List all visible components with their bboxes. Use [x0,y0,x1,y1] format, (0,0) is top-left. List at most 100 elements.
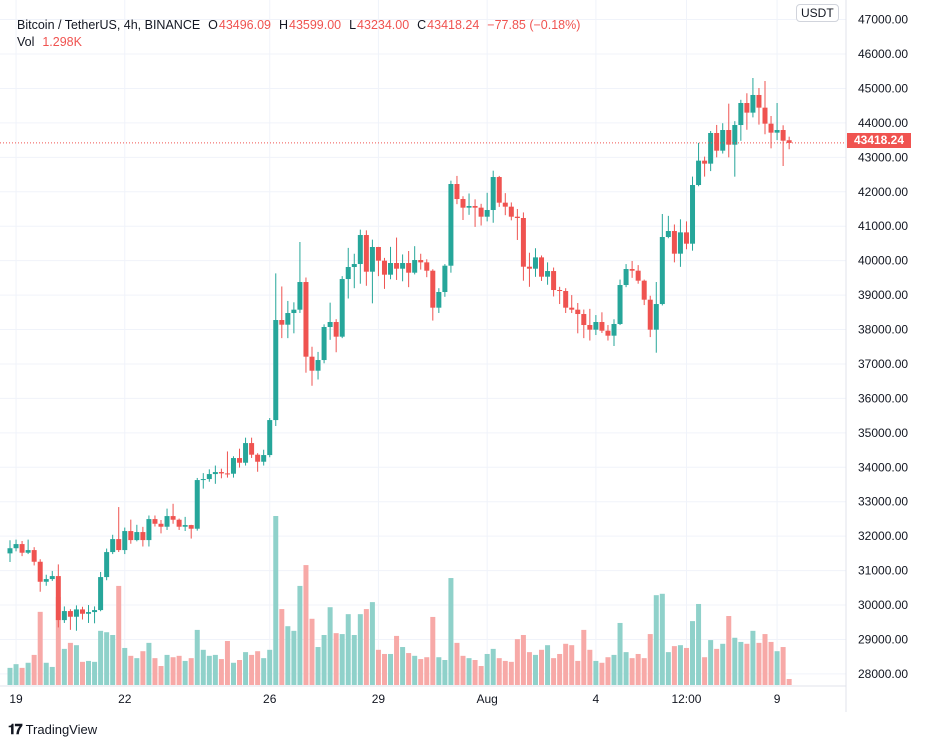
open-value: 43496.09 [218,18,272,32]
volume-bar [617,622,623,685]
volume-bar [152,658,158,685]
candle-body [526,266,532,269]
y-tick-label: 31000.00 [858,564,908,578]
candle-body [285,313,291,325]
volume-bar [303,565,309,685]
candle-body [786,140,792,143]
volume-bar [357,614,363,685]
y-tick-label: 47000.00 [858,13,908,27]
candle-body [297,282,303,310]
candle-body [315,360,321,371]
candle-body [412,260,418,273]
volume-bar [629,658,635,685]
candle-body [472,206,478,208]
volume-bar [291,630,297,685]
candle-body [110,539,116,553]
candle-body [279,320,285,325]
time-axis[interactable]: 19 22 26 29 Aug 4 12:00 9 [9,692,780,706]
y-tick-label: 42000.00 [858,185,908,199]
volume-bar [418,659,424,685]
candle-body [744,103,750,113]
candle-body [551,271,557,291]
volume-bar [381,653,387,685]
candle-body [466,206,472,208]
x-tick-label: 12:00 [671,692,701,706]
volume-bar [647,634,653,685]
y-tick-label: 34000.00 [858,460,908,474]
candles [7,78,792,631]
candle-body [659,237,665,305]
volume-bar [369,602,375,685]
candle-body [424,262,430,271]
volume-bar [25,662,31,685]
volume-bar [243,652,249,685]
price-axis[interactable]: 47000.00 46000.00 45000.00 44000.00 43000.00… [858,13,908,681]
volume-bar [279,609,285,685]
volume-bar [116,585,122,685]
candle-body [714,133,720,151]
candle-body [502,202,508,207]
candle-body [158,523,164,527]
volume-bar [110,634,116,685]
candle-body [671,231,677,254]
volume-bar [122,647,128,685]
volume-bar [200,649,206,685]
tradingview-logo[interactable]: 𝟏𝟕 TradingView [8,721,97,738]
volume-bar [351,634,357,685]
candle-body [218,472,224,474]
candle-body [708,133,714,164]
candle-body [394,263,400,269]
volume-bar [31,654,37,685]
candle-body [357,235,363,265]
candle-body [345,267,351,280]
volume-bar [768,641,774,685]
volume-bar [267,649,273,685]
volume-bar [762,634,768,685]
candle-body [321,327,327,361]
close-value: 43418.24 [427,18,480,32]
candle-body [98,577,104,611]
candle-body [581,314,587,326]
volume-bar [563,643,569,685]
volume-bar [786,678,792,685]
candle-body [170,516,176,520]
volume-bar [508,661,514,685]
volume-bar [164,654,170,685]
candle-body [92,610,98,613]
candle-body [73,609,79,617]
candle-body [333,322,339,337]
volume-bar [363,609,369,685]
candle-body [436,292,442,308]
candle-body [563,291,569,308]
volume-bar [460,655,466,685]
candle-body [508,206,514,217]
candle-body [194,480,200,529]
candle-body [587,325,593,330]
volume-bar [466,658,472,685]
candle-body [176,519,182,527]
candle-body [484,210,490,217]
candle-body [641,280,647,300]
volume-bar [569,645,575,685]
branding-text: TradingView [25,722,98,737]
candle-body [599,322,605,331]
symbol-title[interactable]: Bitcoin / TetherUS, 4h, BINANCE [17,18,201,32]
candle-body [454,184,460,200]
candle-body [448,184,454,266]
candle-body [140,532,146,541]
currency-badge[interactable]: USDT [796,4,839,22]
volume-bar [545,645,551,685]
volume-bar [502,660,508,685]
volume-bar [285,626,291,685]
volume-bar [13,664,19,685]
x-tick-label: 26 [263,692,277,706]
volume-bar [104,632,110,685]
candle-body [188,525,194,529]
volume-bar [230,662,236,685]
candle-body [43,579,49,582]
candle-body [720,130,726,151]
y-tick-label: 30000.00 [858,598,908,612]
y-tick-label: 40000.00 [858,254,908,268]
volume-bars [7,516,792,685]
